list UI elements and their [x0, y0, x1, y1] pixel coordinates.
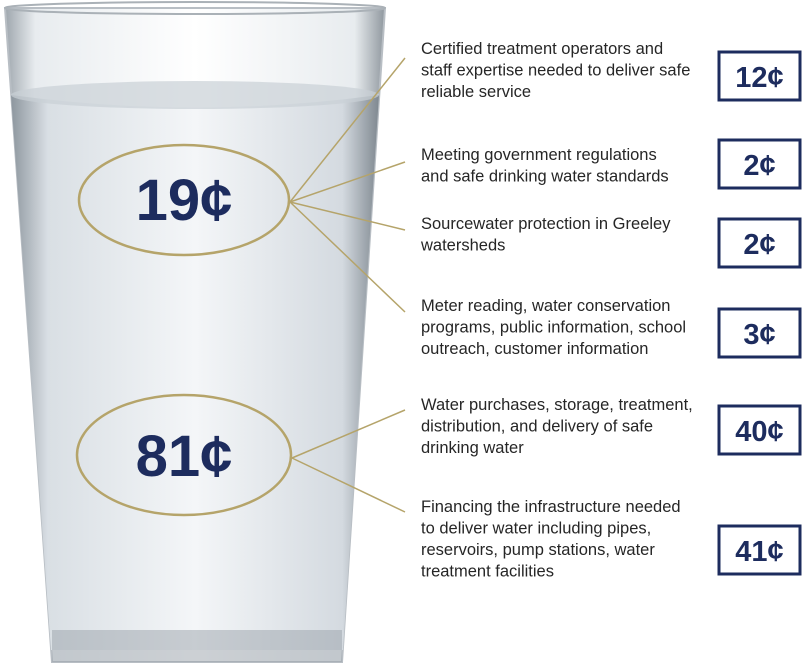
item-description: Meeting government regulations — [421, 146, 657, 164]
amount: 3¢ — [743, 319, 775, 351]
amount: 41¢ — [735, 536, 783, 568]
item-description: drinking water — [421, 439, 524, 457]
item-description: staff expertise needed to deliver safe — [421, 62, 690, 80]
item-description: distribution, and delivery of safe — [421, 418, 653, 436]
infographic: 19¢ 81¢ Certified treatment operators an… — [0, 0, 809, 670]
item-description: watersheds — [420, 237, 505, 255]
amount: 2¢ — [743, 229, 775, 261]
amount: 40¢ — [735, 416, 783, 448]
amount: 2¢ — [743, 150, 775, 182]
item-description: programs, public information, school — [421, 319, 686, 337]
glass-label: 19¢ — [136, 168, 233, 233]
item-description: Financing the infrastructure needed — [421, 498, 681, 516]
glass-label: 81¢ — [136, 424, 233, 489]
item-description: treatment facilities — [421, 563, 554, 581]
item-description: Meter reading, water conservation — [421, 297, 670, 315]
item-description: to deliver water including pipes, — [421, 520, 651, 538]
item-description: Certified treatment operators and — [421, 40, 663, 58]
amount: 12¢ — [735, 62, 783, 94]
item-description: and safe drinking water standards — [421, 168, 669, 186]
item-description: outreach, customer information — [421, 340, 648, 358]
item-description: Sourcewater protection in Greeley — [421, 215, 671, 233]
item-description: reservoirs, pump stations, water — [421, 541, 655, 559]
item-description: reliable service — [421, 83, 531, 101]
glass — [5, 2, 385, 662]
item-list: Certified treatment operators and staff e… — [420, 40, 800, 581]
item-description: Water purchases, storage, treatment, — [421, 396, 693, 414]
